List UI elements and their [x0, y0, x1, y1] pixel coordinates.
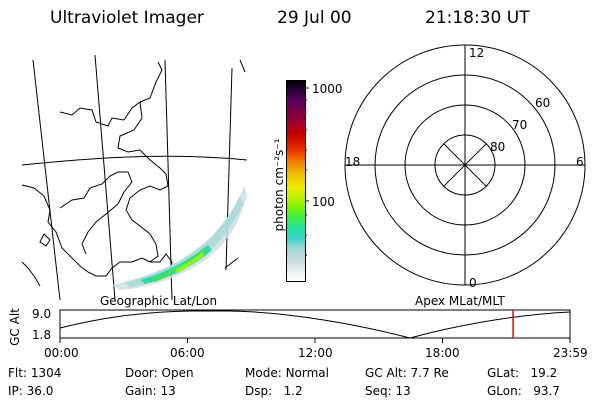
mode-value: Normal: [285, 366, 329, 380]
lat-label-60: 60: [535, 96, 551, 110]
mlt-label-6: 6: [576, 155, 584, 169]
x-tick-2359: 23:59: [553, 346, 588, 360]
colorbar-tick-1000: 1000: [312, 82, 343, 96]
dsp-field: Dsp: 1.2: [245, 384, 303, 398]
mlt-label-0: 0: [469, 276, 477, 290]
altitude-curve: [59, 310, 571, 339]
gain-value: 13: [160, 384, 176, 398]
instrument-title: Ultraviolet Imager: [50, 8, 204, 28]
gain-field: Gain: 13: [125, 384, 176, 398]
mode-field: Mode: Normal: [245, 366, 329, 380]
seq-field: Seq: 13: [365, 384, 411, 398]
y-tick-1.8: 1.8: [32, 328, 52, 342]
mlt-label-12: 12: [469, 46, 485, 60]
x-tick-0000: 00:00: [44, 346, 79, 360]
glon-value: 93.7: [533, 384, 560, 398]
door-value: Open: [161, 366, 194, 380]
lat-label-80: 80: [490, 140, 506, 154]
x-tick-1800: 18:00: [425, 346, 460, 360]
gc-alt-value: 7.7 Re: [410, 366, 449, 380]
x-tick-0600: 06:00: [170, 346, 205, 360]
ip-field: IP: 36.0: [8, 384, 54, 398]
gc-alt-field: GC Alt: 7.7 Re: [365, 366, 449, 380]
flt-value: 1304: [30, 366, 62, 380]
apex-caption: Apex MLat/MLT: [415, 294, 505, 308]
glat-field: GLat: 19.2: [487, 366, 558, 380]
glat-value: 19.2: [530, 366, 558, 380]
geographic-caption: Geographic Lat/Lon: [100, 294, 218, 308]
dsp-value: 1.2: [283, 384, 303, 398]
lat-label-70: 70: [512, 118, 528, 132]
y-tick-9: 9.0: [32, 307, 52, 321]
seq-value: 13: [395, 384, 411, 398]
date-label: 29 Jul 00: [277, 8, 352, 28]
colorbar-tick-100: 100: [312, 195, 335, 209]
ip-value: 36.0: [26, 384, 54, 398]
x-tick-1200: 12:00: [298, 346, 333, 360]
time-label: 21:18:30 UT: [425, 8, 530, 28]
glon-field: GLon: 93.7: [487, 384, 560, 398]
colorbar: [286, 80, 306, 282]
flt-field: Flt: 1304: [8, 366, 62, 380]
aurora-emission: [112, 186, 247, 290]
mlt-label-18: 18: [345, 155, 361, 169]
door-field: Door: Open: [125, 366, 194, 380]
